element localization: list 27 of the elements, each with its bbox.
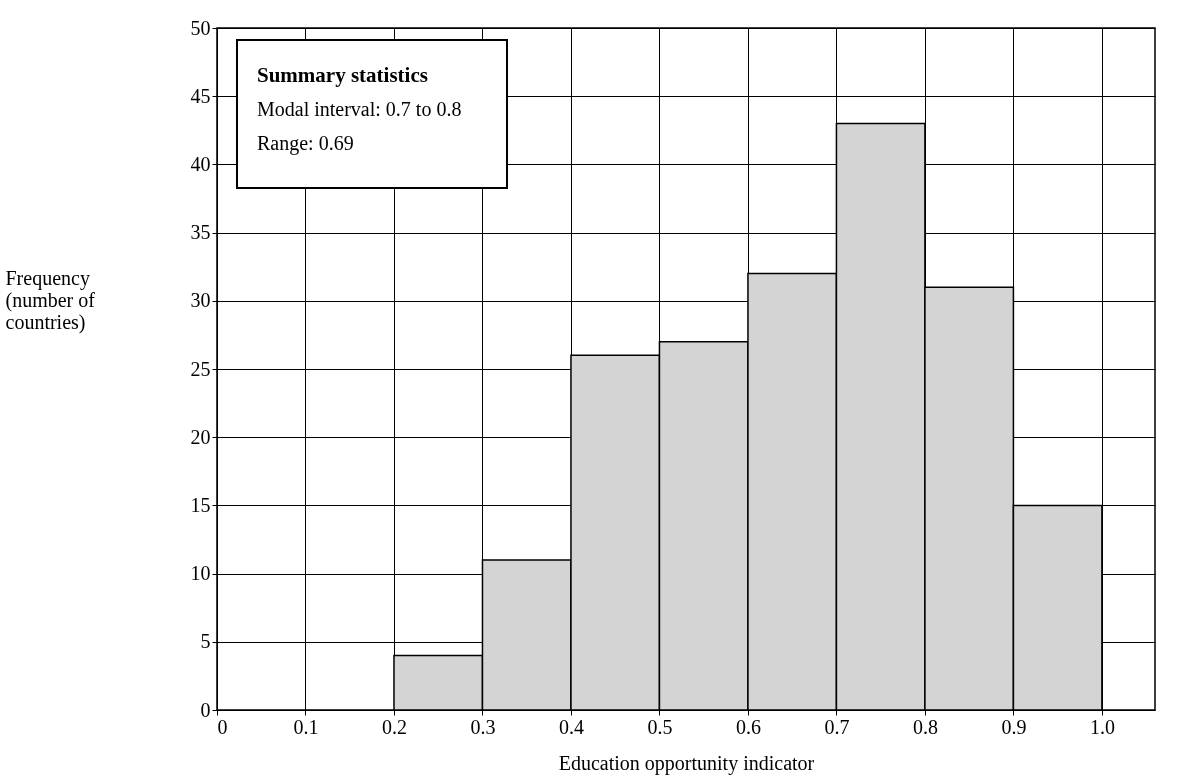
y-tick-label: 25 <box>190 357 211 380</box>
x-tick-label: 0.7 <box>824 715 850 738</box>
x-tick-label: 0.6 <box>735 715 761 738</box>
y-tick-label: 45 <box>190 84 211 107</box>
y-tick-label: 35 <box>190 221 211 244</box>
annotation: Range: 0.69 <box>257 132 354 155</box>
y-tick-label: 50 <box>190 16 211 39</box>
y-tick-label: 15 <box>190 493 211 516</box>
x-tick-label: 0.4 <box>558 715 584 738</box>
x-tick-label: 0.9 <box>1001 715 1027 738</box>
x-tick-label: 0.5 <box>647 715 673 738</box>
x-axis-title: Education opportunity indicator <box>558 751 815 775</box>
x-tick-label: 0.1 <box>293 715 319 738</box>
x-tick-label: 1.0 <box>1089 715 1115 738</box>
y-axis-title: Frequency (number of countries) <box>5 266 96 334</box>
annotation: Modal interval: 0.7 to 0.8 <box>257 98 462 120</box>
y-tick-label: 5 <box>200 630 211 653</box>
x-tick-label: 0.3 <box>470 715 496 738</box>
y-tick-label: 20 <box>190 425 211 448</box>
annotation: Summary statistics <box>257 63 428 87</box>
y-tick-label: 10 <box>190 562 211 585</box>
y-tick-label: 0 <box>200 698 211 721</box>
x-tick-label: 0.8 <box>912 715 938 738</box>
x-tick-label: 0.2 <box>381 715 407 738</box>
y-tick-label: 30 <box>190 289 211 312</box>
x-tick-label: 0 <box>217 715 228 738</box>
y-tick-label: 40 <box>190 152 211 175</box>
